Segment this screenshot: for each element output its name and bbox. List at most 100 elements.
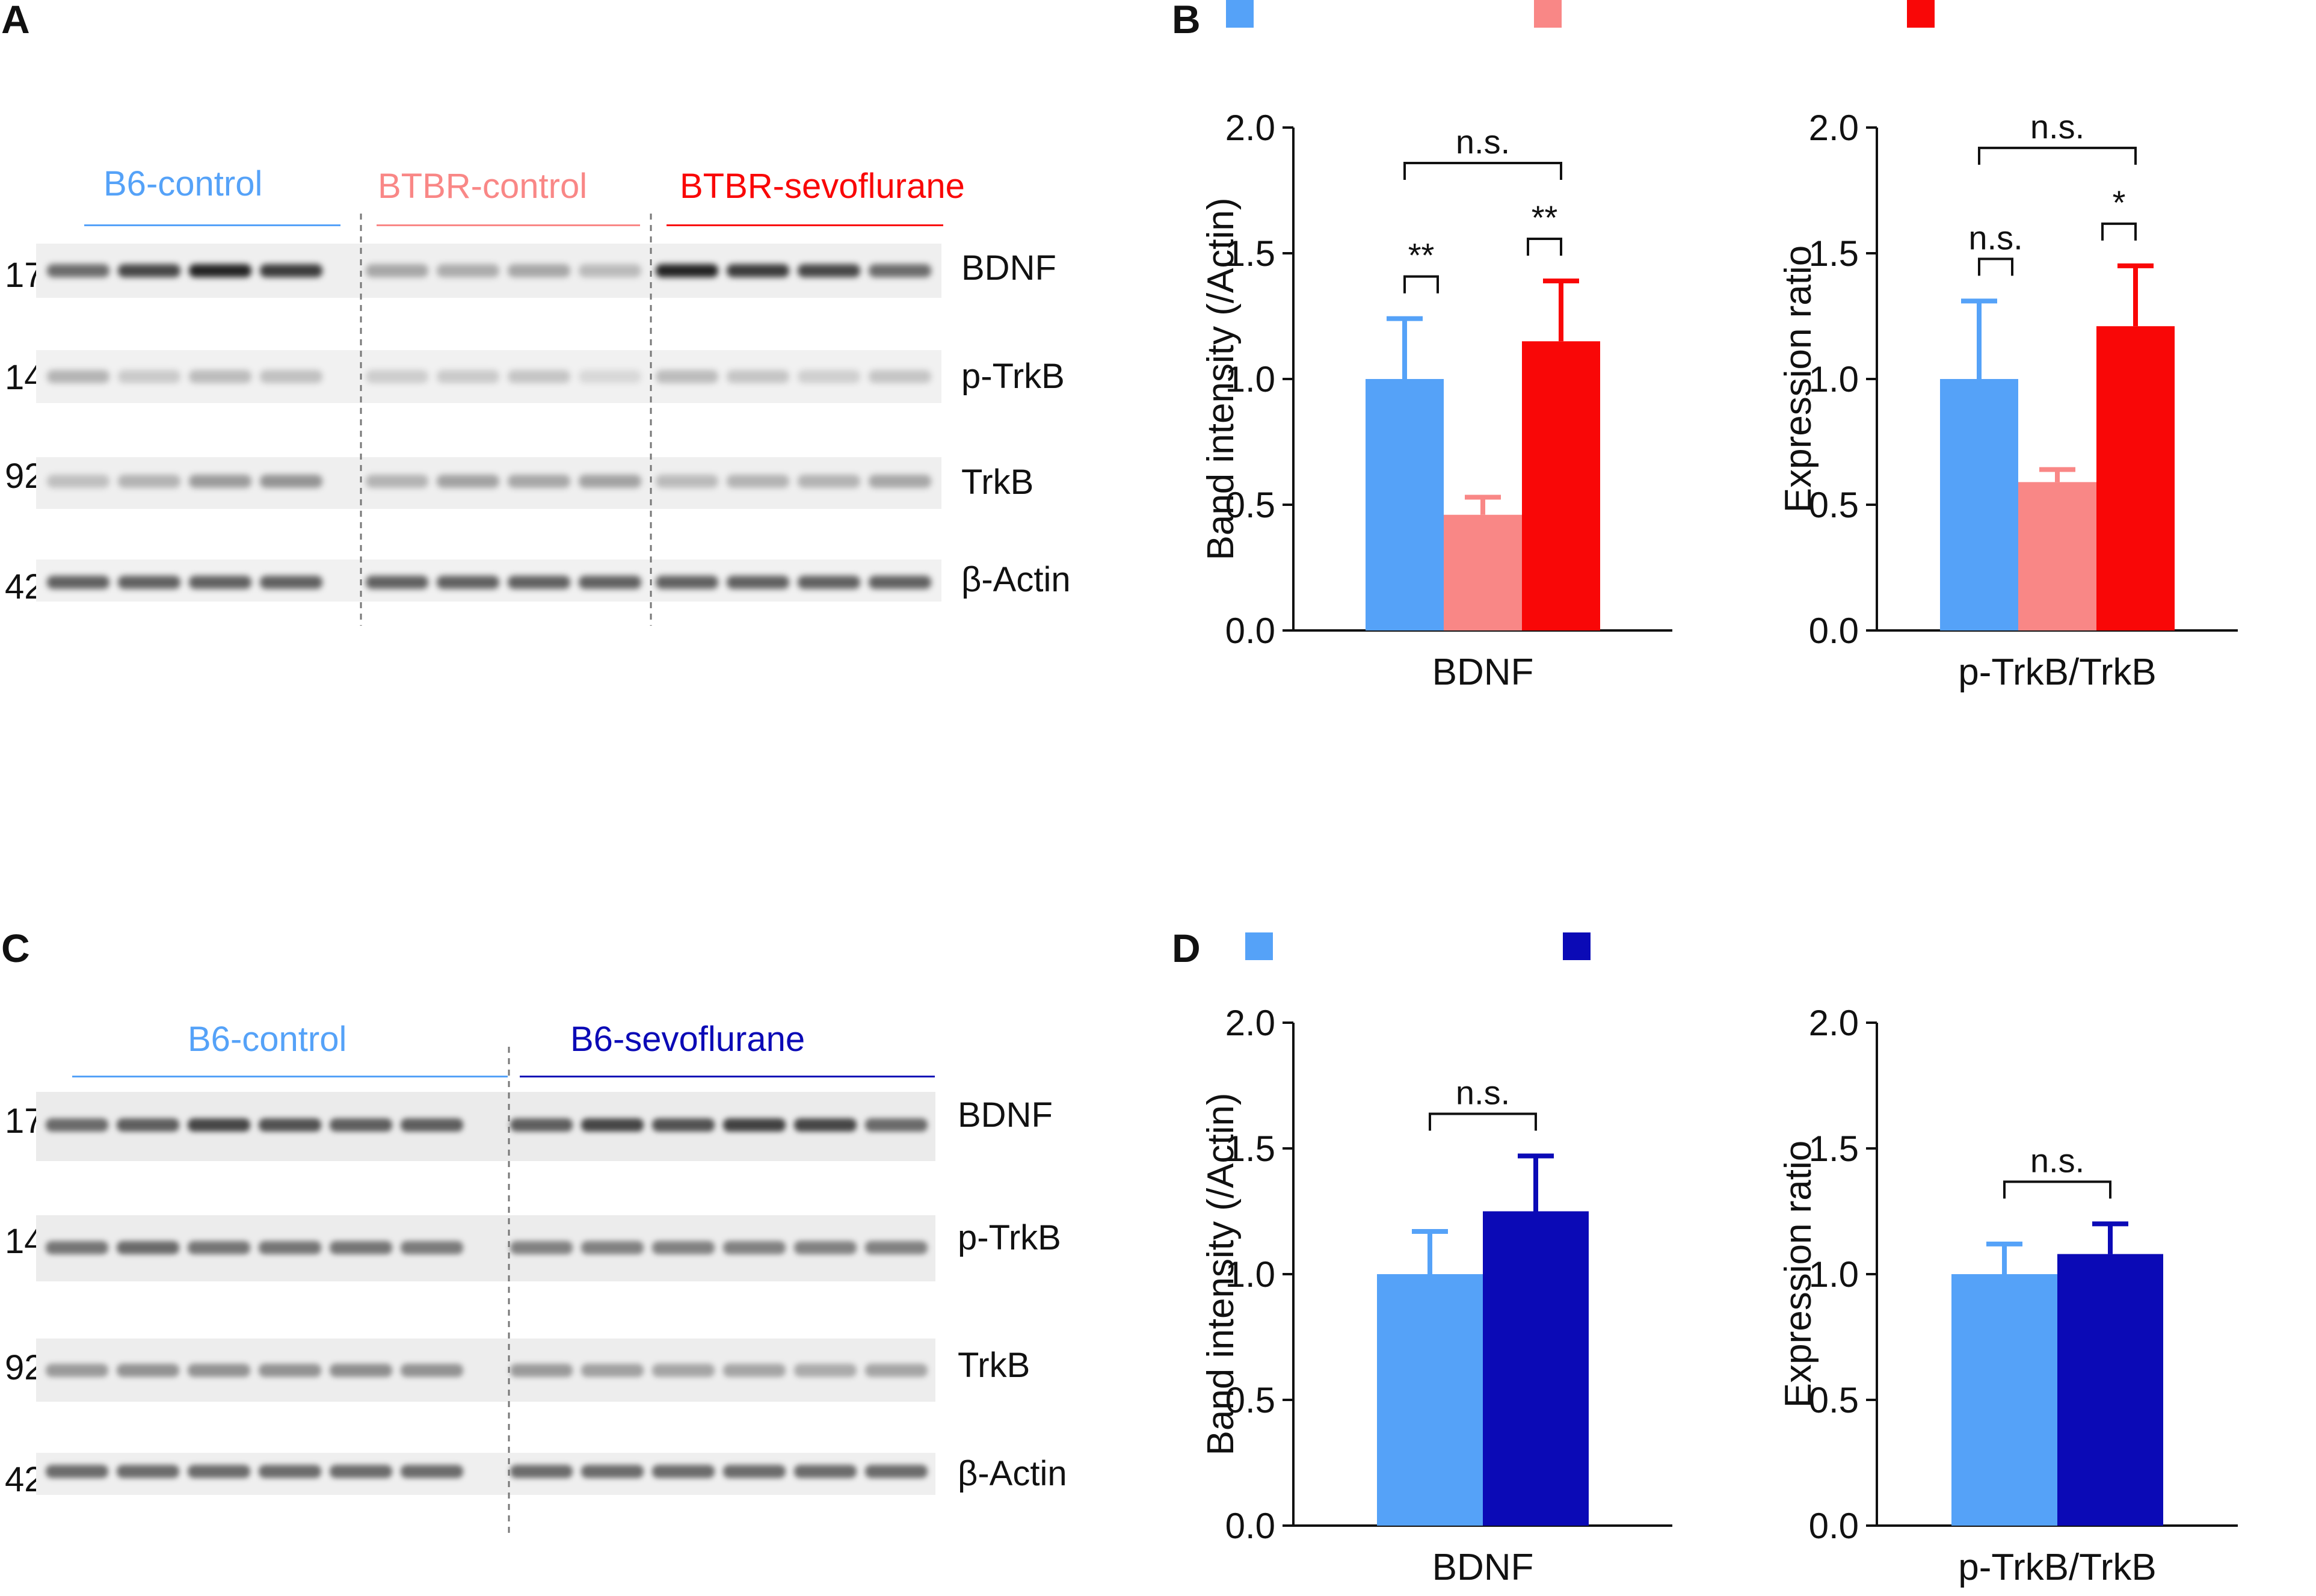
blot-band (260, 475, 322, 488)
blot-c-group-underline (520, 1076, 935, 1077)
significance-bracket (1403, 161, 1562, 180)
bar-chart-d-bdnf: 0.0 0.5 1.0 1.5 2.0 Band intensity (/Actin) BD… (1200, 1003, 1672, 1588)
y-tick-label: 1.0 (1809, 359, 1859, 399)
significance-bracket (2101, 222, 2137, 241)
blot-a-group-underline (377, 224, 640, 226)
legend-swatch (1907, 0, 1935, 28)
legend-swatch (1245, 932, 1273, 960)
blot-band (865, 1241, 928, 1254)
y-tick-label: 2.0 (1809, 1003, 1859, 1043)
blot-band (118, 475, 180, 488)
y-tick-label: 0.0 (1225, 611, 1275, 651)
legend-swatch (1226, 0, 1254, 28)
blot-band (869, 475, 931, 488)
blot-band (366, 475, 428, 488)
blot-band (581, 1118, 644, 1132)
blot-band (579, 264, 641, 277)
bar-chart-d-trkb-ratio: 0.0 0.5 1.0 1.5 2.0 Expression ratio p-TrkB/Tr… (1778, 1003, 2238, 1588)
y-tick-label: 1.0 (1809, 1254, 1859, 1295)
panel-letter-b: B (1172, 0, 1201, 42)
y-axis-label: Expression ratio (1778, 1141, 1819, 1408)
x-axis-label: BDNF (1432, 1547, 1534, 1588)
y-tick-label: 1.0 (1225, 359, 1275, 399)
blot-c-protein-label: β-Actin (958, 1454, 1067, 1493)
blot-band (330, 1364, 392, 1377)
blot-band (727, 576, 789, 589)
y-tick-label: 2.0 (1225, 1003, 1275, 1043)
legend-b-item (1907, 0, 1949, 28)
y-tick-label: 1.5 (1225, 233, 1275, 274)
blot-band (581, 1465, 644, 1478)
y-axis-label: Band intensity (/Actin) (1200, 197, 1242, 560)
bar (1522, 341, 1600, 630)
blot-band (510, 1118, 573, 1132)
x-axis-label: p-TrkB/TrkB (1958, 652, 2157, 693)
bar (1366, 379, 1444, 630)
bar-chart-b-trkb-ratio: 0.0 0.5 1.0 1.5 2.0 Expression ratio p-TrkB/Tr… (1778, 108, 2238, 693)
blot-band (798, 370, 860, 383)
blot-band (117, 1241, 179, 1254)
bar (1444, 514, 1522, 630)
blot-band (260, 370, 322, 383)
blot-band (652, 1465, 715, 1478)
blot-band (47, 576, 109, 589)
blot-a-group-underline (667, 224, 943, 226)
blot-band (189, 576, 251, 589)
blot-band (723, 1118, 786, 1132)
x-axis-label: BDNF (1432, 652, 1534, 693)
blot-band (330, 1465, 392, 1478)
blot-band (46, 1118, 108, 1132)
legend-b-item (1226, 0, 1268, 28)
blot-band (723, 1241, 786, 1254)
y-axis-label: Expression ratio (1778, 245, 1819, 513)
blot-c-group-label: B6-sevoflurane (570, 1020, 805, 1059)
blot-band (727, 264, 789, 277)
blot-band (508, 576, 570, 589)
blot-band (260, 264, 322, 277)
blot-a-protein-label: β-Actin (961, 560, 1071, 599)
y-tick-label: 1.5 (1225, 1129, 1275, 1169)
blot-band (798, 264, 860, 277)
blot-band (798, 475, 860, 488)
blot-band (330, 1241, 392, 1254)
blot-band (794, 1241, 857, 1254)
significance-label: ** (1408, 236, 1435, 274)
blot-a-group-label: B6-control (103, 164, 263, 203)
blot-band (259, 1241, 321, 1254)
blot-band (723, 1465, 786, 1478)
blot-band (366, 264, 428, 277)
blot-band (260, 576, 322, 589)
blot-c-protein-label: p-TrkB (958, 1218, 1061, 1257)
bar (1951, 1274, 2057, 1526)
blot-band (508, 264, 570, 277)
legend-swatch (1563, 932, 1591, 960)
blot-band (46, 1241, 108, 1254)
blot-a-bands (36, 214, 941, 626)
blot-band (656, 264, 718, 277)
x-axis-label: p-TrkB/TrkB (1958, 1547, 2157, 1588)
blot-a-protein-label: BDNF (961, 248, 1056, 288)
panel-letter-d: D (1172, 926, 1201, 970)
y-tick-label: 0.0 (1809, 1506, 1859, 1546)
blot-band (189, 370, 251, 383)
blot-band (46, 1364, 108, 1377)
blot-c-bands (36, 1047, 935, 1534)
bar (2057, 1254, 2163, 1526)
blot-c-strip (36, 1453, 935, 1495)
y-tick-label: 1.0 (1225, 1254, 1275, 1295)
significance-bracket (1978, 146, 2137, 165)
panel-letter-a: A (1, 0, 30, 42)
blot-c-group-label: B6-control (188, 1020, 347, 1059)
blot-band (259, 1118, 321, 1132)
western-blot-a: B6-control BTBR-control BTBR-sevoflurane… (0, 0, 1143, 662)
blot-band (581, 1241, 644, 1254)
significance-label: n.s. (1456, 1074, 1510, 1112)
y-tick-label: 0.5 (1225, 485, 1275, 525)
blot-band (510, 1241, 573, 1254)
blot-band (437, 475, 499, 488)
blot-band (259, 1465, 321, 1478)
blot-a-group-label: BTBR-sevoflurane (680, 167, 965, 206)
blot-band (189, 475, 251, 488)
blot-band (794, 1364, 857, 1377)
y-tick-label: 0.0 (1809, 611, 1859, 651)
